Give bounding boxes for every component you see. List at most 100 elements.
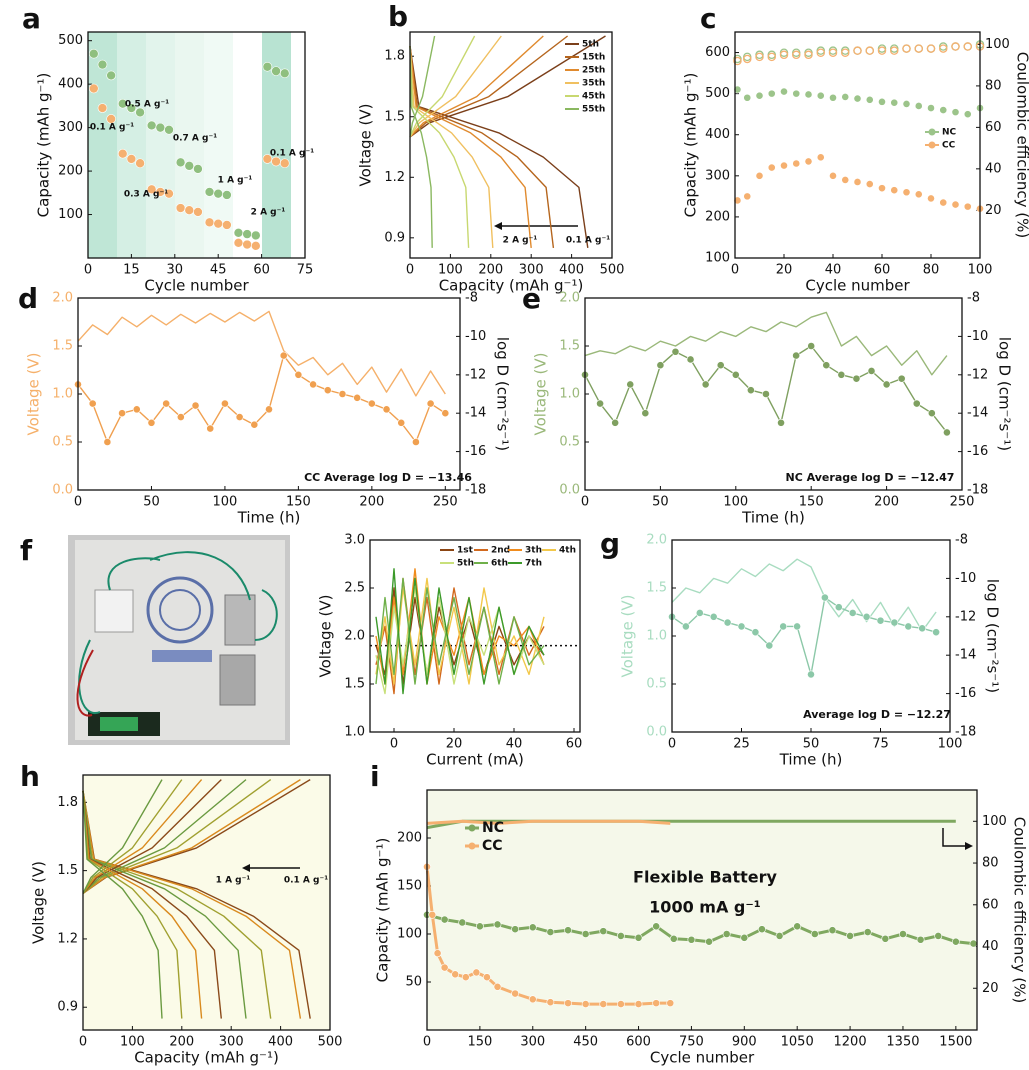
x-tick-label: 0: [668, 737, 676, 752]
data-point: [426, 399, 435, 408]
x-tick-label: 0: [84, 263, 92, 278]
legend-label: 5th: [582, 40, 599, 50]
plot-frame: [87, 31, 306, 259]
data-point: [184, 161, 195, 171]
data-point: [969, 939, 978, 948]
data-point: [762, 390, 770, 398]
series-line: [409, 35, 544, 248]
data-point: [829, 171, 837, 180]
data-point: [837, 370, 846, 379]
arrow-b: [494, 222, 578, 230]
y-axis-label: Voltage (V): [30, 861, 48, 944]
data-point: [733, 56, 742, 66]
data-point: [731, 370, 740, 379]
y2-tick-label: -14: [955, 648, 976, 663]
data-point: [581, 1000, 590, 1008]
plot-frame: [584, 297, 963, 491]
data-point: [951, 937, 960, 946]
data-point: [755, 91, 764, 100]
data-point: [881, 934, 890, 943]
data-point: [848, 609, 857, 617]
data-point: [792, 89, 801, 98]
data-point: [878, 97, 886, 106]
data-point: [671, 347, 680, 356]
y2-tick-label: 80: [982, 856, 999, 871]
y-tick-label: 1.8: [384, 49, 405, 64]
x-tick-label: 15: [123, 263, 140, 278]
data-point: [222, 190, 232, 200]
data-point: [695, 609, 704, 617]
y2-tick-label: -14: [465, 406, 486, 421]
data-point: [265, 405, 273, 414]
series-line: [77, 310, 446, 397]
data-point: [233, 237, 244, 248]
annotation: 0.1 A g⁻¹: [566, 236, 610, 246]
data-point: [821, 593, 829, 602]
y-tick-label: 200: [58, 164, 83, 179]
x-tick-label: 200: [874, 495, 899, 510]
x-tick-label: 50: [803, 737, 820, 752]
data-point: [743, 192, 752, 201]
data-point: [472, 968, 481, 977]
x-tick-label: 80: [923, 263, 940, 278]
panel-letter: c: [700, 2, 717, 35]
series-line: [584, 311, 948, 376]
data-point: [88, 399, 97, 408]
annotation: Average log D = −12.27: [803, 708, 951, 721]
data-point: [828, 48, 838, 57]
data-point: [353, 393, 362, 402]
data-point: [279, 158, 290, 169]
data-point: [902, 188, 911, 197]
data-point: [914, 102, 923, 110]
y2-tick-label: 60: [982, 897, 999, 912]
y2-tick-label: 80: [985, 78, 1002, 93]
arrow-h: [242, 864, 300, 872]
x-tick-label: 60: [874, 263, 891, 278]
data-point: [596, 399, 604, 408]
data-point: [916, 935, 925, 944]
data-point: [262, 61, 273, 72]
x-tick-label: 0: [79, 1035, 87, 1050]
y-tick-label: 300: [705, 168, 730, 183]
y-tick-label: 1.5: [344, 677, 365, 692]
y2-tick-label: -12: [967, 367, 988, 382]
data-point: [927, 409, 936, 418]
data-point: [382, 405, 391, 414]
data-point: [564, 926, 572, 935]
data-point: [853, 94, 862, 103]
data-point: [666, 999, 675, 1008]
x-tick-label: 150: [286, 495, 311, 510]
series-line: [82, 779, 222, 1019]
plot-frame: [734, 31, 981, 259]
data-point: [743, 54, 752, 64]
y-axis-label: Voltage (V): [619, 595, 637, 678]
data-point: [828, 926, 837, 935]
annotation: 0.7 A g⁻¹: [173, 134, 217, 144]
series-line: [409, 35, 436, 248]
x-tick-label: 75: [297, 263, 314, 278]
data-point: [581, 930, 590, 938]
data-point: [222, 220, 232, 230]
data-point: [792, 159, 801, 168]
data-point: [709, 612, 718, 621]
data-point: [897, 374, 906, 383]
data-point: [829, 93, 837, 102]
y-axis-label: Voltage (V): [317, 595, 335, 678]
data-point: [746, 386, 755, 395]
data-point: [279, 351, 288, 360]
data-point: [779, 622, 788, 631]
data-point: [733, 85, 742, 94]
annotation: CC Average log D = −13.46: [304, 471, 472, 484]
x-tick-label: 0: [74, 495, 82, 510]
data-point: [440, 963, 449, 972]
x-axis-label: Time (h): [779, 751, 843, 769]
data-point: [546, 928, 555, 936]
legend-label: 6th: [491, 559, 508, 569]
data-point: [652, 922, 661, 931]
y2-tick-label: -16: [967, 444, 988, 459]
legend-label: 1st: [457, 546, 474, 556]
y-tick-label: 2.0: [52, 291, 73, 306]
series-line: [426, 819, 671, 825]
y-tick-label: 0.5: [646, 677, 667, 692]
data-point: [939, 106, 948, 114]
